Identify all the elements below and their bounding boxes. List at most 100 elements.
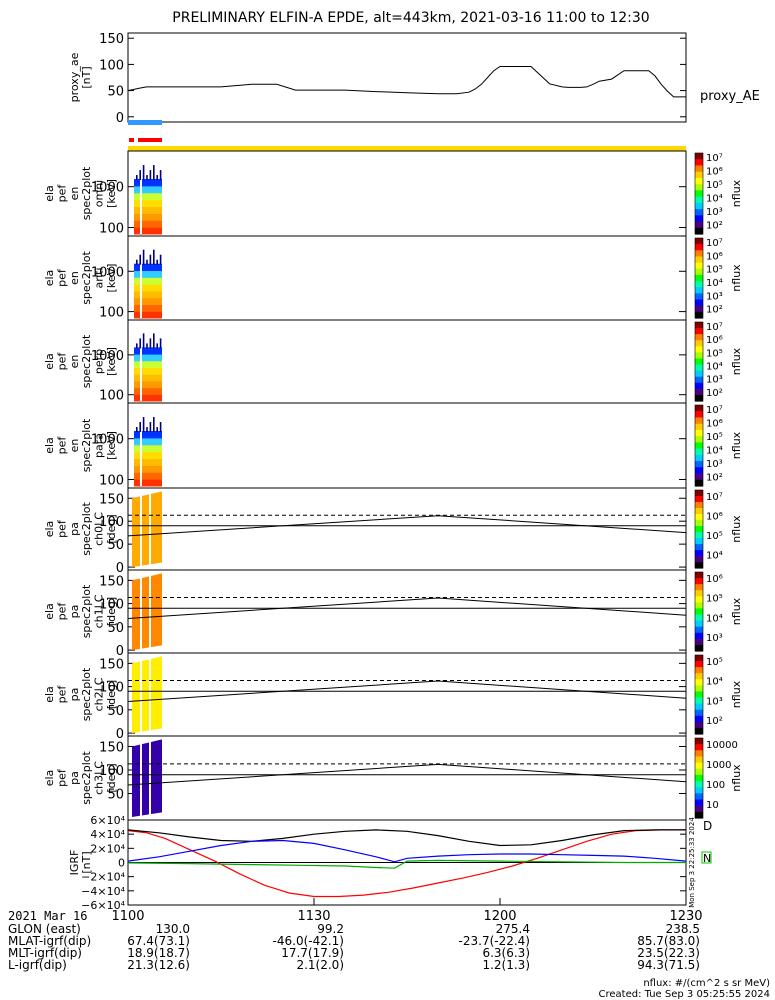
colorbar-segment — [695, 793, 703, 801]
spectrogram-band — [134, 458, 162, 466]
y-axis-label-line: spec2plot — [80, 166, 93, 220]
y-tick-label: 150 — [99, 740, 124, 755]
colorbar-segment — [695, 811, 703, 819]
colorbar-segment — [695, 364, 703, 372]
colorbar-tick-label: 10000 — [706, 740, 738, 751]
spectrogram-band — [134, 444, 162, 453]
y-axis-label-line: [deg] — [105, 680, 118, 709]
y-tick-label: 100 — [99, 306, 124, 321]
colorbar-segment — [695, 250, 703, 258]
sparse-counts — [159, 254, 162, 265]
y-tick-label: 150 — [99, 574, 124, 589]
y-axis-label-line: [keV] — [105, 431, 118, 460]
x-tick-label: 1130 — [297, 909, 330, 924]
colorbar-segment — [695, 799, 703, 807]
y-axis-label-line: en — [68, 439, 81, 453]
colorbar-tick-label: 10² — [706, 473, 723, 484]
colorbar-segment — [695, 281, 703, 288]
colorbar-tick-label: 10⁶ — [706, 335, 723, 346]
y-tick-label: 1000 — [91, 181, 124, 196]
y-axis-label-line: spec2plot — [80, 334, 93, 388]
colorbar-frame — [694, 321, 704, 402]
sparse-counts — [136, 427, 138, 433]
colorbar-tick-label: 10⁵ — [706, 265, 723, 276]
panel-en_para: 1000 100 — [91, 402, 687, 489]
sparse-counts — [159, 338, 162, 349]
data-gap — [149, 658, 151, 734]
annotation-value: 18.9(18.7) — [127, 946, 190, 960]
igrf-series-line — [127, 839, 687, 863]
colorbar-segment — [695, 311, 703, 319]
colorbar-segment — [695, 715, 703, 723]
colorbar-tick-label: 10² — [706, 305, 723, 316]
colorbar-segment — [695, 436, 703, 443]
y-tick-label: 100 — [99, 764, 124, 779]
colorbar-segment — [695, 620, 703, 628]
colorbar-segment — [695, 805, 703, 813]
colorbar-tick-label: 10⁴ — [706, 613, 723, 624]
colorbar-tick-label: 10⁵ — [706, 531, 723, 542]
spectrogram-band — [134, 227, 162, 235]
y-axis-label-line: proxy_ae — [68, 52, 81, 102]
colorbar-pa_ch0: 10⁷ 10⁶ 10⁵ 10⁴ nflux — [694, 489, 743, 569]
vertical-timestamp: Mon Sep 3 22:25:33 2024 — [688, 817, 696, 908]
spectrogram-band — [134, 270, 162, 278]
panel-en_anti: 1000 100 — [91, 235, 687, 321]
y-axis-label-line: [nT] — [80, 66, 93, 88]
colorbar-tick-label: 10⁶ — [706, 251, 723, 262]
y-axis-label-line: spec2plot — [80, 751, 93, 805]
panel-frame — [127, 652, 687, 737]
colorbar-label: nflux — [730, 515, 743, 543]
colorbar-segment — [695, 721, 703, 729]
colorbar-segment — [695, 448, 703, 456]
spectrogram-band — [134, 277, 162, 285]
mode-bar-2 — [138, 138, 162, 142]
colorbar-segment — [695, 572, 703, 579]
colorbar-tick-label: 10⁴ — [706, 361, 723, 372]
colorbar-tick-label: 10⁵ — [706, 432, 723, 443]
y-tick-label: 50 — [107, 788, 124, 803]
colorbar-segment — [695, 159, 703, 167]
colorbar-segment — [695, 346, 703, 353]
colorbar-tick-label: 10³ — [706, 459, 723, 470]
proxy-ae-legend: proxy_AE — [700, 89, 760, 104]
spectrogram-band — [134, 431, 162, 439]
colorbar-segment — [695, 209, 703, 216]
sparse-counts — [146, 427, 148, 433]
legend-n: N — [703, 852, 711, 865]
y-tick-label: 0 — [116, 644, 124, 659]
data-gap — [140, 263, 142, 318]
pitch-angle-fill — [132, 491, 162, 568]
colorbar-label: nflux — [730, 680, 743, 708]
colorbar-segment — [695, 287, 703, 294]
sparse-counts — [159, 170, 162, 181]
colorbar-segment — [695, 202, 703, 210]
colorbar-tick-label: 10⁵ — [706, 180, 723, 191]
y-axis-label-line: ela — [43, 521, 56, 538]
sparse-counts — [149, 254, 152, 265]
panel-frame — [127, 735, 687, 821]
colorbar-tick-label: 10⁴ — [706, 194, 723, 205]
loss-cone-line — [127, 515, 687, 537]
y-axis-label-line: pef — [55, 184, 68, 203]
y-tick-label: 1000 — [91, 349, 124, 364]
colorbar-label: nflux — [730, 264, 743, 292]
colorbar-segment — [695, 768, 703, 776]
spectrogram-band — [134, 394, 162, 402]
colorbar-tick-label: 10⁷ — [706, 153, 723, 164]
y-axis-label-line: pa — [68, 771, 81, 785]
colorbar-segment — [695, 727, 703, 735]
spectrogram-band — [134, 290, 162, 299]
data-gap — [149, 575, 151, 651]
colorbar-segment — [695, 774, 703, 782]
colorbar-segment — [695, 496, 703, 503]
colorbar-segment — [695, 508, 703, 515]
colorbar-segment — [695, 596, 703, 603]
x-tick-label: 1100 — [111, 909, 144, 924]
y-tick-label: 0 — [116, 561, 124, 576]
x-tick-label: 1230 — [669, 909, 702, 924]
colorbar-segment — [695, 165, 703, 173]
panel-frame — [127, 235, 687, 321]
legend-d: D — [703, 819, 712, 833]
